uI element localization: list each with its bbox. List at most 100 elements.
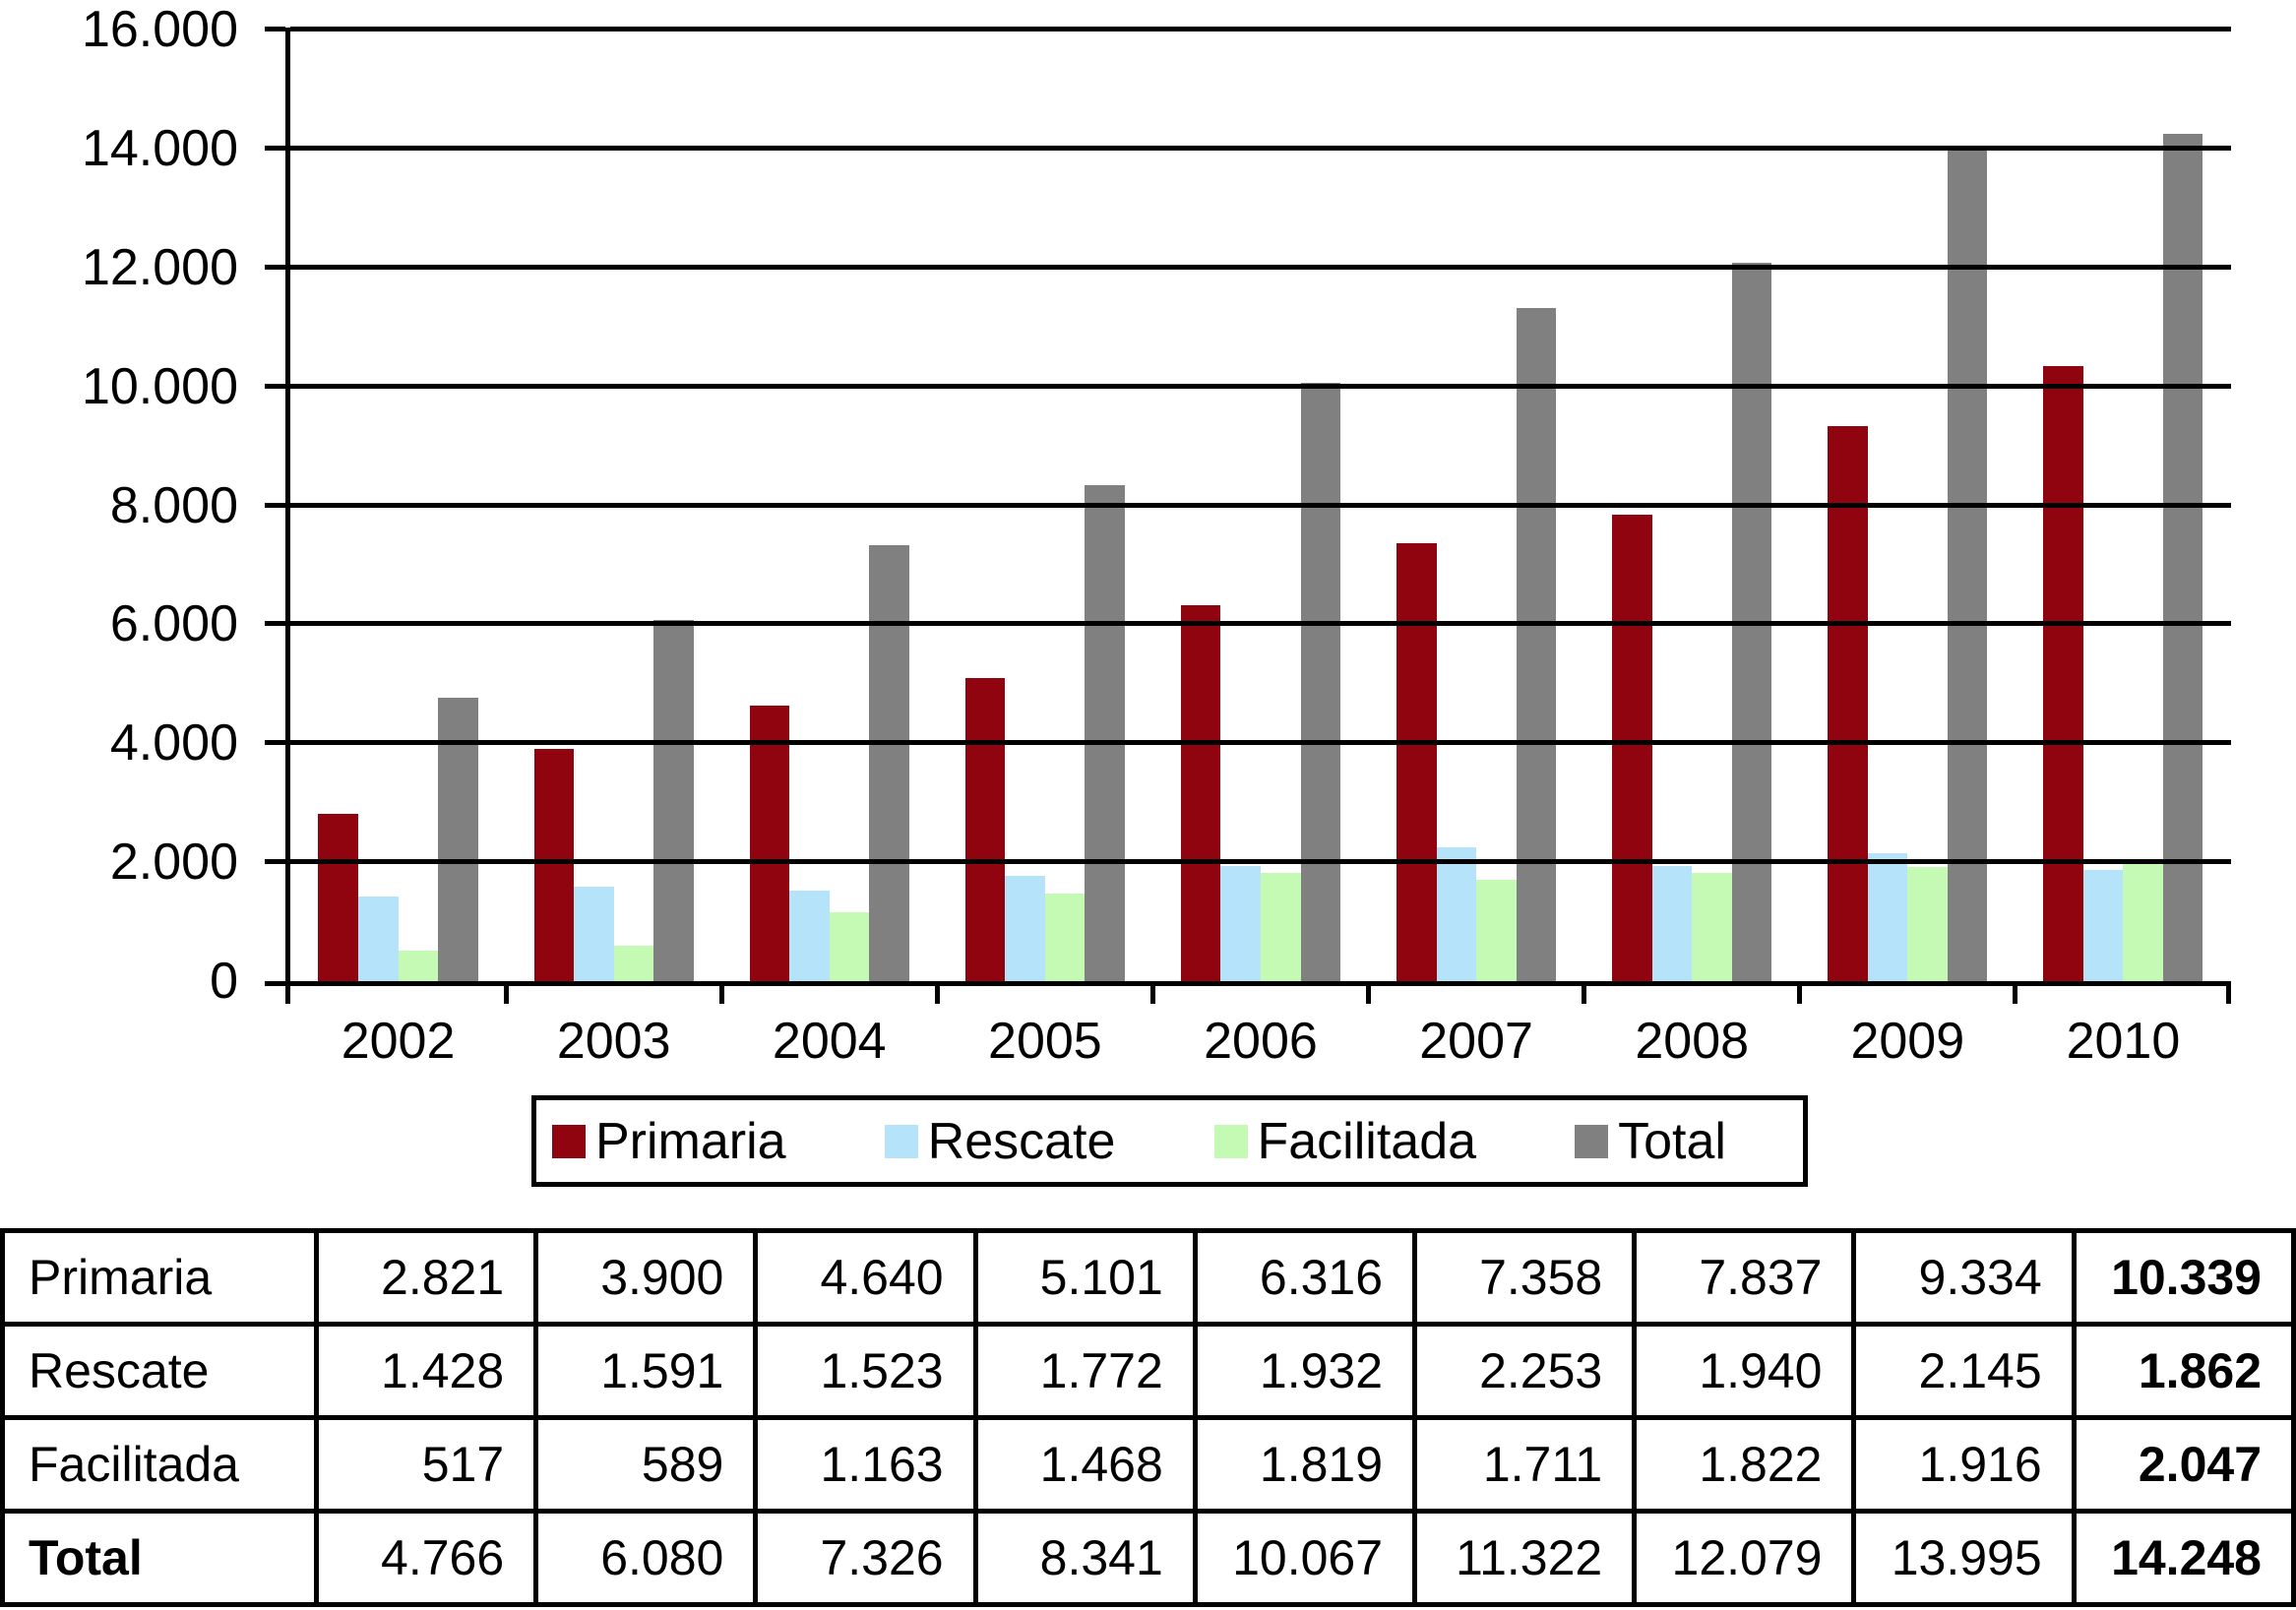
bar-rescate-2008 xyxy=(1651,865,1693,981)
table-cell: 10.067 xyxy=(1192,1509,1418,1607)
bar-facilitada-2002 xyxy=(398,950,439,981)
y-axis-tick xyxy=(265,859,285,865)
table-cell: 1.819 xyxy=(1192,1415,1418,1514)
bar-primaria-2009 xyxy=(1828,425,1868,981)
table-row-label: Total xyxy=(0,1509,319,1607)
data-table: Primaria 2.821 3.900 4.640 5.101 6.316 7.358 7.… xyxy=(0,1228,2296,1607)
legend-swatch-icon xyxy=(1575,1124,1609,1158)
table-row-primaria: Primaria 2.821 3.900 4.640 5.101 6.316 7.358 7.… xyxy=(0,1228,2296,1327)
table-cell: 1.468 xyxy=(972,1415,1198,1514)
y-axis-tick xyxy=(265,383,285,389)
x-axis-tick xyxy=(1366,986,1372,1004)
bar-group-2003 xyxy=(506,30,721,981)
table-cell: 1.862 xyxy=(2071,1322,2296,1420)
legend-label: Primaria xyxy=(595,1112,786,1170)
gridline xyxy=(290,859,2231,865)
y-axis-label: 4.000 xyxy=(109,714,238,773)
bar-facilitada-2010 xyxy=(2123,859,2163,981)
x-axis-label-2005: 2005 xyxy=(988,1013,1102,1070)
table-cell: 4.766 xyxy=(313,1509,539,1607)
gridline xyxy=(290,383,2231,389)
table-cell: 5.101 xyxy=(972,1228,1198,1327)
bar-facilitada-2008 xyxy=(1692,872,1732,981)
data-table-wrap: Primaria 2.821 3.900 4.640 5.101 6.316 7.358 7.… xyxy=(0,1228,2296,1607)
legend-label: Facilitada xyxy=(1257,1112,1477,1170)
bars-2006 xyxy=(1180,30,1341,981)
table-row-total: Total 4.766 6.080 7.326 8.341 10.067 11.322 12.… xyxy=(0,1509,2296,1607)
bar-rescate-2002 xyxy=(358,896,399,981)
bars-2003 xyxy=(533,30,694,981)
x-axis-label-2007: 2007 xyxy=(1419,1013,1533,1070)
table-cell: 517 xyxy=(313,1415,539,1514)
x-axis-tick xyxy=(934,986,940,1004)
bar-facilitada-2007 xyxy=(1476,879,1517,981)
bar-total-2010 xyxy=(2162,133,2203,981)
bars-2004 xyxy=(749,30,909,981)
bar-primaria-2008 xyxy=(1612,515,1652,981)
y-axis-tick xyxy=(265,502,285,508)
x-axis-tick xyxy=(2013,986,2018,1004)
table-cell: 13.995 xyxy=(1851,1509,2077,1607)
table-cell: 1.772 xyxy=(972,1322,1198,1420)
bar-groups xyxy=(290,30,2231,981)
y-axis-label: 6.000 xyxy=(109,595,238,653)
y-axis-tick xyxy=(265,740,285,746)
bar-group-2004 xyxy=(721,30,937,981)
y-axis-label: 2.000 xyxy=(109,834,238,892)
table-cell: 14.248 xyxy=(2071,1509,2296,1607)
gridline xyxy=(290,145,2231,151)
table-cell: 10.339 xyxy=(2071,1228,2296,1327)
bar-facilitada-2004 xyxy=(829,911,870,981)
table-cell: 7.837 xyxy=(1632,1228,1857,1327)
y-axis-label: 14.000 xyxy=(81,119,238,177)
bar-primaria-2006 xyxy=(1180,605,1221,981)
table-row-facilitada: Facilitada 517 589 1.163 1.468 1.819 1.711 1.82… xyxy=(0,1415,2296,1514)
bar-rescate-2004 xyxy=(789,890,830,981)
x-axis-tick xyxy=(285,986,290,1004)
bar-group-2010 xyxy=(2016,30,2231,981)
table-row-label: Facilitada xyxy=(0,1415,319,1514)
gridline xyxy=(290,27,2231,31)
legend-swatch-icon xyxy=(884,1124,918,1158)
bar-group-2007 xyxy=(1369,30,1584,981)
y-axis-tick xyxy=(265,621,285,627)
table-cell: 2.047 xyxy=(2071,1415,2296,1514)
table-cell: 6.316 xyxy=(1192,1228,1418,1327)
bar-group-2005 xyxy=(937,30,1152,981)
bar-primaria-2010 xyxy=(2043,366,2083,981)
x-axis-tick xyxy=(1797,986,1803,1004)
table-cell: 7.326 xyxy=(753,1509,978,1607)
table-cell: 2.253 xyxy=(1412,1322,1638,1420)
legend-swatch-icon xyxy=(552,1124,586,1158)
bar-rescate-2005 xyxy=(1005,875,1045,981)
bar-rescate-2009 xyxy=(1867,853,1908,981)
table-cell: 1.916 xyxy=(1851,1415,2077,1514)
legend-label: Total xyxy=(1618,1112,1726,1170)
y-axis-tick xyxy=(265,264,285,270)
bar-primaria-2003 xyxy=(533,749,575,981)
gridline xyxy=(290,621,2231,627)
bar-rescate-2003 xyxy=(574,886,614,981)
x-axis-label-2004: 2004 xyxy=(772,1013,887,1070)
table-cell: 3.900 xyxy=(533,1228,759,1327)
table-cell: 1.822 xyxy=(1632,1415,1857,1514)
y-axis-line xyxy=(285,28,290,986)
gridline xyxy=(290,740,2231,746)
y-axis-label: 12.000 xyxy=(81,238,238,296)
bar-primaria-2005 xyxy=(964,677,1006,981)
table-cell: 1.940 xyxy=(1632,1322,1857,1420)
table-cell: 1.428 xyxy=(313,1322,539,1420)
bars-2009 xyxy=(1828,30,1988,981)
table-row-label: Rescate xyxy=(0,1322,319,1420)
table-cell: 589 xyxy=(533,1415,759,1514)
x-axis-label-2003: 2003 xyxy=(556,1013,671,1070)
x-axis-tick xyxy=(503,986,509,1004)
legend-label: Rescate xyxy=(927,1112,1116,1170)
y-axis-label: 16.000 xyxy=(81,1,238,58)
table-cell: 1.932 xyxy=(1192,1322,1418,1420)
x-axis-tick xyxy=(718,986,724,1004)
legend-item-facilitada: Facilitada xyxy=(1213,1112,1477,1171)
legend-swatch-icon xyxy=(1213,1124,1248,1158)
legend-item-total: Total xyxy=(1575,1112,1726,1171)
